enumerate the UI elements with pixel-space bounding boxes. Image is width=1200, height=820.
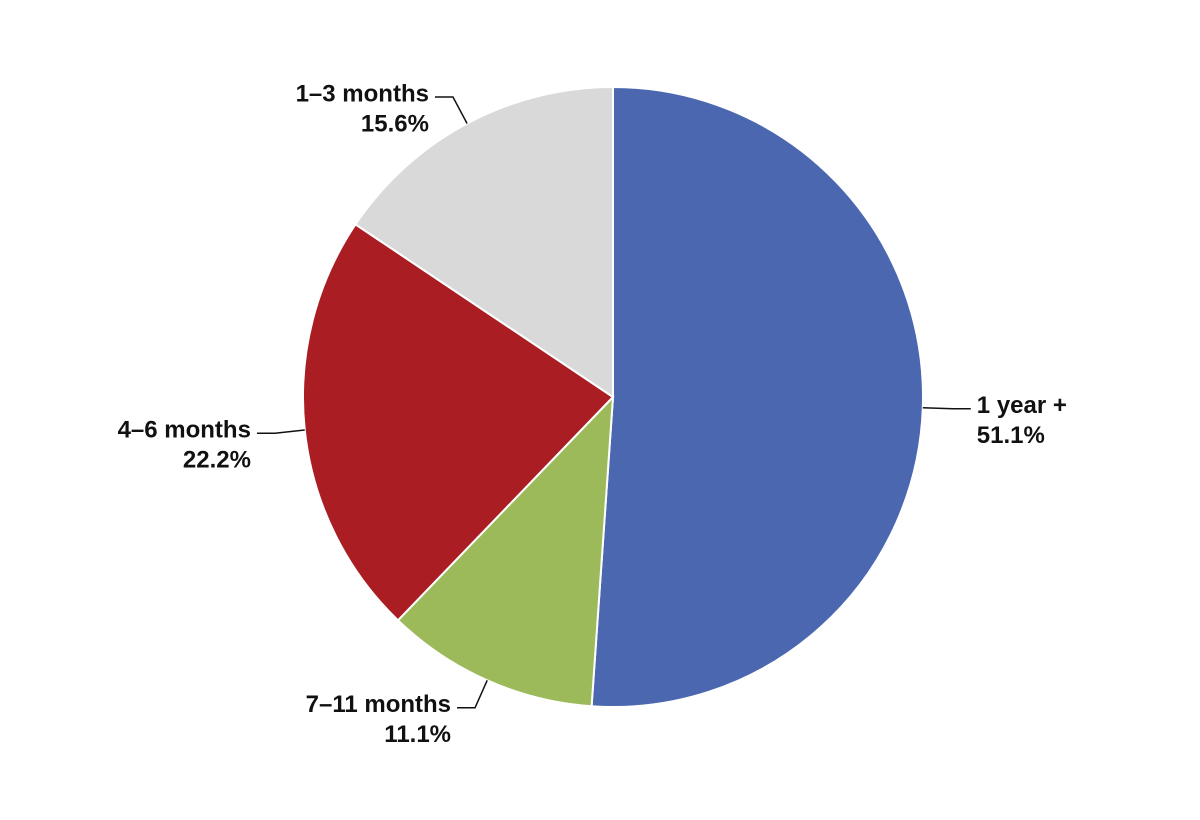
pie-slice <box>354 85 614 399</box>
leader-line <box>457 680 488 709</box>
leader-line <box>256 429 305 434</box>
slice-label: 1–3 months <box>296 80 429 107</box>
pie-slice <box>590 85 924 708</box>
leader-line <box>922 406 971 410</box>
value-label: 22.2% <box>183 447 251 474</box>
slice-label: 7–11 months <box>306 691 451 718</box>
value-label: 15.6% <box>361 110 429 137</box>
pie-slice <box>396 394 615 708</box>
slice-label: 4–6 months <box>118 417 251 444</box>
slice-label: 1 year + <box>977 392 1067 419</box>
value-label: 51.1% <box>977 422 1045 449</box>
value-label: 11.1% <box>384 721 451 748</box>
leader-line <box>434 96 468 124</box>
